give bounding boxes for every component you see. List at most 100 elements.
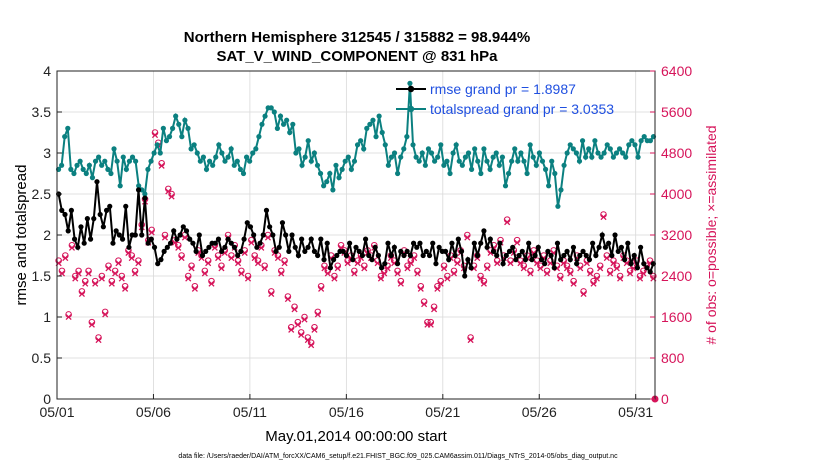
data-point <box>298 331 305 338</box>
data-point <box>71 236 78 242</box>
series-1 <box>55 80 657 209</box>
data-point <box>279 220 286 226</box>
data-point <box>132 270 139 277</box>
y-tick-label: 2.5 <box>32 186 52 202</box>
data-point <box>315 252 321 259</box>
y-tick-label: 1.5 <box>32 268 52 284</box>
data-point <box>182 117 188 123</box>
data-point <box>114 158 120 164</box>
data-point <box>206 244 212 250</box>
y-right-tick-label: 4000 <box>661 186 692 202</box>
series-layer <box>55 80 659 403</box>
data-point <box>506 248 513 254</box>
x-tick-label: 05/26 <box>522 404 557 420</box>
data-point <box>446 257 452 263</box>
data-point <box>426 252 433 259</box>
data-point <box>438 142 444 148</box>
data-point <box>414 244 420 250</box>
data-point <box>583 252 589 259</box>
data-point <box>107 203 113 209</box>
data-point <box>333 162 339 168</box>
data-point <box>331 275 338 282</box>
data-point <box>538 257 545 263</box>
data-point <box>160 125 166 131</box>
data-point <box>640 270 647 277</box>
data-point <box>515 158 521 164</box>
data-point <box>601 150 607 156</box>
data-point <box>71 170 77 177</box>
data-point <box>532 252 538 259</box>
data-point <box>480 280 487 287</box>
data-point <box>175 244 182 251</box>
data-point <box>440 265 448 272</box>
data-point <box>191 285 198 292</box>
data-point <box>314 311 321 318</box>
data-point <box>256 134 262 140</box>
y-right-tick-label: 3200 <box>661 227 692 243</box>
data-point <box>431 306 438 313</box>
data-point <box>215 236 222 242</box>
data-point <box>89 175 96 181</box>
legend-label: rmse grand pr = 1.8987 <box>430 81 576 97</box>
data-point <box>549 158 555 164</box>
data-point <box>263 207 270 213</box>
data-point <box>142 195 148 201</box>
chart-subtitle: SAT_V_WIND_COMPONENT @ 831 hPa <box>216 48 498 65</box>
chart-title: Northern Hemisphere 312545 / 315882 = 98… <box>184 29 530 46</box>
data-point <box>169 125 176 131</box>
data-point <box>518 150 524 156</box>
data-point <box>311 326 318 333</box>
data-point <box>180 224 186 230</box>
data-point <box>235 260 242 267</box>
data-point <box>503 252 509 259</box>
data-point <box>299 236 305 242</box>
data-point <box>324 179 330 185</box>
data-point <box>165 188 172 195</box>
data-point <box>450 150 456 156</box>
data-point <box>487 166 493 172</box>
data-point <box>62 134 68 140</box>
data-point <box>542 261 548 267</box>
data-point <box>276 244 282 250</box>
data-point <box>222 244 228 250</box>
data-point <box>262 113 268 119</box>
data-point <box>102 311 109 318</box>
data-point <box>589 154 595 160</box>
data-point <box>228 255 235 262</box>
data-point <box>244 275 252 282</box>
data-point <box>168 193 175 200</box>
data-point <box>95 337 102 344</box>
data-point <box>398 248 404 254</box>
data-point <box>295 252 302 259</box>
data-point <box>474 252 481 259</box>
data-point <box>164 244 170 250</box>
data-point <box>358 138 364 144</box>
data-point <box>561 162 567 168</box>
data-point <box>268 105 274 111</box>
data-point <box>404 265 411 272</box>
data-point <box>87 236 94 242</box>
data-point <box>210 162 216 168</box>
data-point <box>228 240 234 246</box>
data-point <box>81 240 87 246</box>
data-point <box>267 224 273 230</box>
data-point <box>98 275 105 282</box>
data-point <box>133 158 139 164</box>
data-point <box>362 236 369 242</box>
data-point <box>376 113 382 119</box>
data-point <box>526 240 532 246</box>
data-point <box>428 150 435 156</box>
data-point <box>212 240 218 246</box>
y-right-tick-label: 4800 <box>661 145 692 161</box>
data-point <box>613 265 620 272</box>
data-point <box>96 154 102 160</box>
data-point <box>219 248 225 254</box>
y-tick-label: 1 <box>43 309 51 325</box>
data-point <box>65 228 71 234</box>
data-point <box>407 80 413 86</box>
data-point <box>200 154 207 160</box>
data-point <box>151 244 158 250</box>
data-point <box>535 244 541 250</box>
data-point <box>183 228 190 234</box>
data-point <box>347 240 353 246</box>
